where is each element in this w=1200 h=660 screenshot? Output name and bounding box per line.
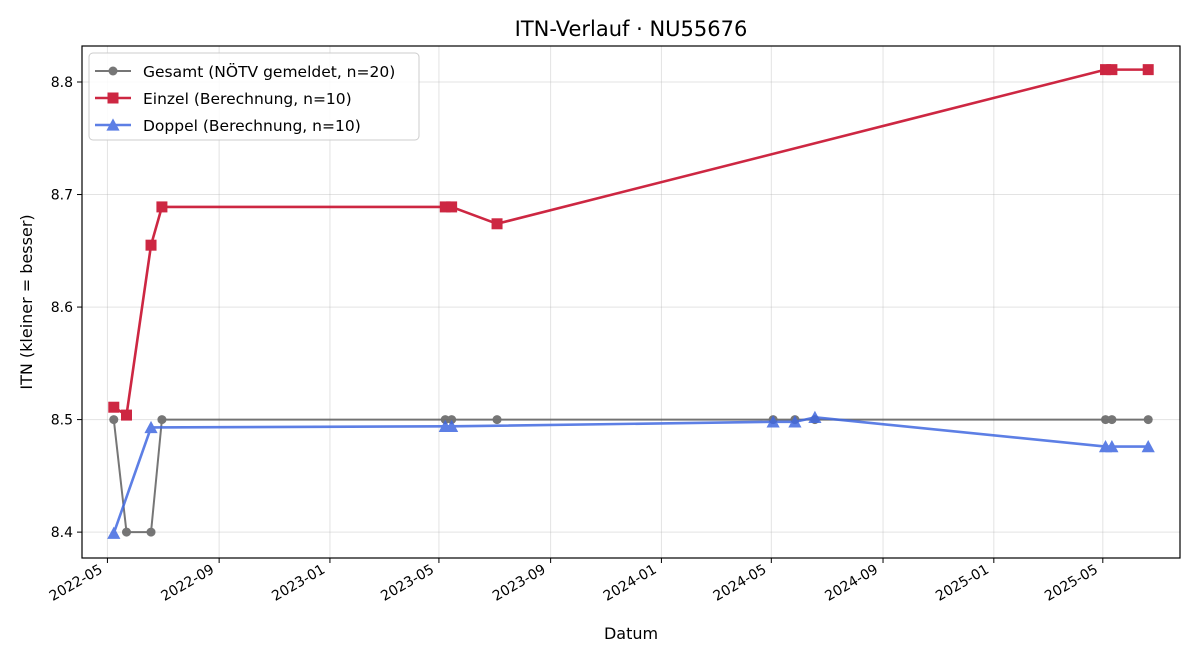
y-tick-label: 8.7 bbox=[51, 188, 73, 204]
series-3 bbox=[107, 410, 1155, 539]
data-point bbox=[157, 415, 167, 425]
data-point bbox=[491, 218, 503, 230]
data-point bbox=[1107, 415, 1117, 425]
data-point bbox=[1141, 439, 1155, 453]
data-point bbox=[1106, 64, 1118, 76]
data-point bbox=[109, 415, 119, 425]
legend-label: Doppel (Berechnung, n=10) bbox=[143, 117, 361, 135]
y-tick-label: 8.6 bbox=[51, 300, 73, 316]
y-axis-label: ITN (kleiner = besser) bbox=[17, 214, 36, 389]
data-point bbox=[1100, 64, 1112, 76]
series-1 bbox=[109, 415, 1153, 537]
data-point bbox=[108, 401, 120, 413]
data-point bbox=[1105, 439, 1119, 453]
data-point bbox=[1101, 415, 1111, 425]
data-point bbox=[145, 239, 157, 251]
series-2 bbox=[108, 64, 1154, 421]
y-tick-label: 8.8 bbox=[51, 75, 73, 91]
data-point bbox=[107, 526, 121, 539]
plot-frame bbox=[81, 45, 1181, 559]
legend-entry bbox=[95, 118, 131, 131]
data-point bbox=[107, 92, 119, 104]
data-point bbox=[144, 420, 158, 434]
x-axis-label: Datum bbox=[604, 624, 658, 643]
legend-entry bbox=[95, 66, 131, 76]
data-point bbox=[439, 201, 451, 213]
legend-frame bbox=[88, 52, 420, 141]
data-point bbox=[446, 201, 458, 213]
legend-label: Gesamt (NÖTV gemeldet, n=20) bbox=[143, 62, 395, 81]
data-point bbox=[1142, 64, 1154, 76]
data-point bbox=[156, 201, 168, 213]
data-point bbox=[146, 527, 156, 537]
y-axis: 8.4 8.5 8.6 8.7 8.8 bbox=[51, 75, 82, 541]
data-point bbox=[788, 415, 802, 428]
data-point bbox=[492, 415, 502, 425]
data-point bbox=[1143, 415, 1153, 425]
data-point bbox=[808, 410, 822, 423]
y-tick-label: 8.4 bbox=[51, 525, 73, 541]
data-point bbox=[445, 419, 459, 432]
data-point bbox=[447, 415, 457, 425]
data-point bbox=[108, 66, 118, 76]
legend: Gesamt (NÖTV gemeldet, n=20) Einzel (Bere… bbox=[88, 52, 420, 141]
data-point bbox=[122, 527, 132, 537]
chart-title: ITN-Verlauf · NU55676 bbox=[515, 17, 748, 41]
data-point bbox=[440, 415, 450, 425]
legend-entry bbox=[95, 92, 131, 104]
y-tick-label: 8.5 bbox=[51, 413, 73, 429]
data-point bbox=[121, 409, 133, 421]
legend-label: Einzel (Berechnung, n=10) bbox=[143, 90, 352, 108]
series-layer bbox=[107, 64, 1155, 539]
data-point bbox=[106, 118, 120, 131]
data-point bbox=[766, 415, 780, 428]
